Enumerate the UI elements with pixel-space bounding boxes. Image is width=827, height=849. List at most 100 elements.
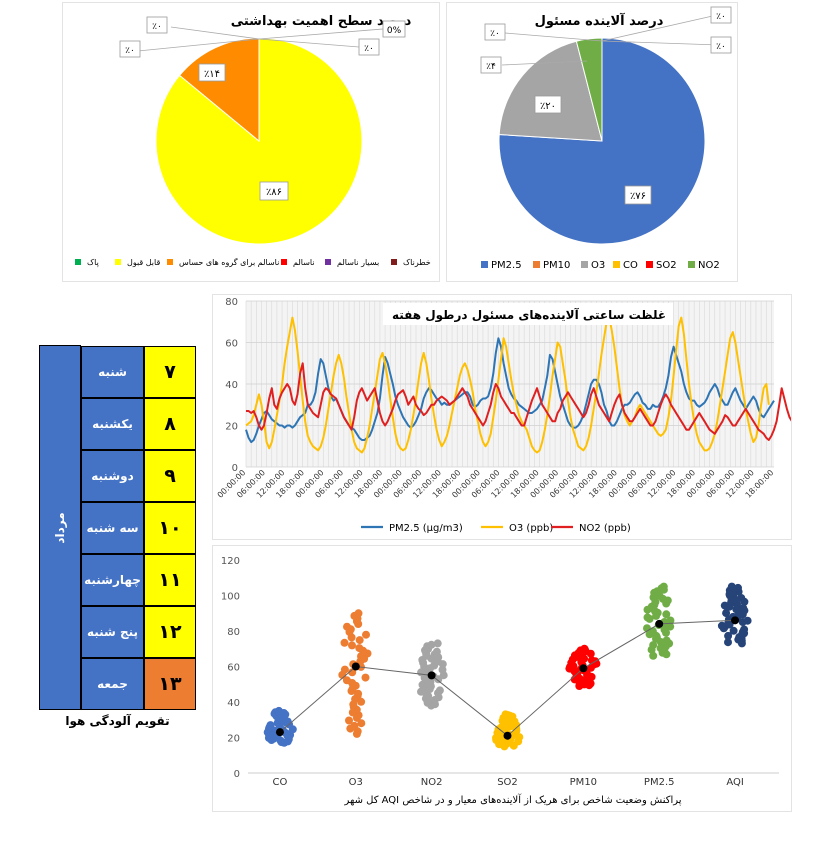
svg-text:SO2: SO2 (656, 260, 677, 271)
calendar-date-number: ۱۲ (144, 606, 196, 658)
pollutant-pie-title: درصد آلاینده مسئول (535, 12, 664, 29)
line-chart-legend: PM2.5 (µg/m3) O3 (ppb) NO2 (ppb) (361, 523, 631, 534)
svg-text:٪۰: ٪۰ (716, 42, 726, 52)
svg-text:٪۱۴: ٪۱۴ (204, 69, 220, 80)
calendar-date-number: ۹ (144, 450, 196, 502)
scatter-point (343, 622, 351, 631)
calendar-date-number: ۷ (144, 346, 196, 398)
calendar-caption: تقویم آلودگی هوا (65, 714, 170, 728)
scatter-xtick: PM10 (570, 777, 597, 788)
calendar-date-number: ۸ (144, 398, 196, 450)
svg-text:0%: 0% (387, 26, 402, 36)
svg-text:خطرناک: خطرناک (403, 258, 431, 267)
svg-text:٪۰: ٪۰ (152, 22, 162, 32)
scatter-mean-point (427, 671, 436, 680)
scatter-point (586, 679, 595, 688)
scatter-ytick: 120 (221, 556, 240, 567)
scatter-xtick: O3 (349, 777, 363, 788)
health-pie-slice-label: ٪۱۴ (198, 63, 226, 82)
svg-text:بسیار ناسالم: بسیار ناسالم (337, 258, 379, 267)
scatter-point (340, 638, 349, 647)
line-chart-title-box (383, 303, 673, 325)
pie-slice (498, 37, 706, 245)
calendar-row: جمعه ۱۳ (81, 658, 196, 710)
health-pie-zero-label: ٪۰ (119, 40, 141, 58)
scatter-point (354, 689, 363, 698)
scatter-point (345, 716, 353, 725)
svg-text:٪۴: ٪۴ (486, 62, 496, 72)
line-chart-ytick: 80 (225, 297, 238, 308)
calendar-row: پنج شنبه ۱۲ (81, 606, 196, 658)
svg-text:٪۸۶: ٪۸۶ (266, 187, 282, 198)
scatter-point (355, 644, 364, 653)
line-chart-ytick: 20 (225, 422, 238, 433)
line-series-o3 (245, 316, 770, 454)
pie-slice (498, 40, 603, 142)
scatter-point (361, 673, 370, 682)
line-chart-title: غلظت ساعتی آلاینده‌های مسئول درطول هفته (392, 307, 666, 323)
health-pie-legend: پاک قابل قبول ناسالم برای گروه های حساس … (75, 257, 431, 267)
scatter-point (729, 626, 738, 635)
pollutant-pie-slice-label: ٪۴ (480, 56, 502, 74)
scatter-point (342, 676, 351, 685)
health-pie-zero-label: ٪۰ (358, 38, 380, 56)
scatter-point (743, 616, 752, 625)
calendar-row: چهارشنبه ۱۱ (81, 554, 196, 606)
scatter-xtick: CO (272, 777, 287, 788)
calendar-day-label: جمعه (81, 658, 144, 710)
health-pie-title: درصد سطح اهمیت بهداشتی (231, 14, 412, 29)
scatter-mean-point (579, 664, 588, 673)
pollution-calendar: مرداد شنبه ۷ یکشنبه ۸ دوشنبه ۹ سه شنبه ۱۰ چهارشن… (39, 345, 196, 710)
scatter-point (666, 616, 675, 625)
scatter-xtick: PM2.5 (644, 777, 675, 788)
hourly-concentration-line-chart: 0 20 40 60 80 غلظت ساعتی آلاینده‌های مسئول د… (216, 297, 793, 534)
scatter-mean-point (351, 662, 360, 671)
calendar-row: دوشنبه ۹ (81, 450, 196, 502)
svg-text:٪۷۶: ٪۷۶ (630, 191, 646, 202)
scatter-ytick: 100 (221, 592, 240, 603)
scatter-point (362, 630, 370, 639)
scatter-point (432, 647, 441, 656)
scatter-ytick: 0 (234, 769, 240, 780)
pollutant-pie-chart: درصد آلاینده مسئول ٪۰ ٪۰ ٪۰ ٪۴ ٪۲۰ ٪۷۶ P… (480, 6, 732, 271)
scatter-point (354, 609, 363, 618)
scatter-ytick: 20 (227, 734, 240, 745)
scatter-point (649, 651, 658, 660)
scatter-point (662, 636, 671, 645)
scatter-point (433, 639, 442, 648)
pollutant-pie-zero-label: ٪۰ (484, 23, 506, 41)
scatter-ytick: 80 (227, 627, 240, 638)
scatter-xtick: NO2 (421, 777, 443, 788)
scatter-point (724, 631, 733, 640)
scatter-ytick: 60 (227, 663, 240, 674)
calendar-row: یکشنبه ۸ (81, 398, 196, 450)
scatter-point (348, 641, 356, 650)
svg-text:٪۰: ٪۰ (364, 44, 374, 54)
scatter-point (720, 601, 729, 610)
scatter-mean-point (275, 728, 284, 737)
scatter-point (435, 686, 444, 695)
svg-text:پاک: پاک (87, 258, 99, 267)
line-series-pm25 (245, 337, 775, 444)
calendar-day-label: چهارشنبه (81, 554, 144, 606)
scatter-point (340, 665, 349, 674)
scatter-point (501, 710, 510, 719)
svg-text:قابل قبول: قابل قبول (127, 258, 160, 267)
scatter-point (739, 604, 748, 613)
calendar-month-cell: مرداد (39, 345, 81, 710)
pollutant-pie-legend: PM2.5 PM10 O3 CO SO2 NO2 (481, 260, 720, 271)
calendar-month-label: مرداد (53, 511, 67, 544)
svg-text:PM2.5 (µg/m3): PM2.5 (µg/m3) (389, 523, 463, 534)
scatter-point (724, 638, 732, 647)
svg-text:٪۰: ٪۰ (490, 29, 500, 39)
line-chart-ytick: 0 (232, 463, 238, 474)
scatter-xtick: AQI (726, 777, 744, 788)
svg-text:O3: O3 (591, 260, 605, 271)
scatter-point (427, 640, 436, 649)
scatter-point (266, 721, 275, 730)
hourly-concentration-panel: 0 20 40 60 80 غلظت ساعتی آلاینده‌های مسئول د… (212, 294, 793, 540)
scatter-point (348, 668, 357, 677)
index-distribution-scatter-chart: 0 20 40 60 80 100 120 CO O3 NO2 SO2 PM10 PM2.5 AQI پ… (221, 556, 779, 806)
svg-text:NO2: NO2 (698, 260, 720, 271)
svg-text:PM2.5: PM2.5 (491, 260, 522, 271)
